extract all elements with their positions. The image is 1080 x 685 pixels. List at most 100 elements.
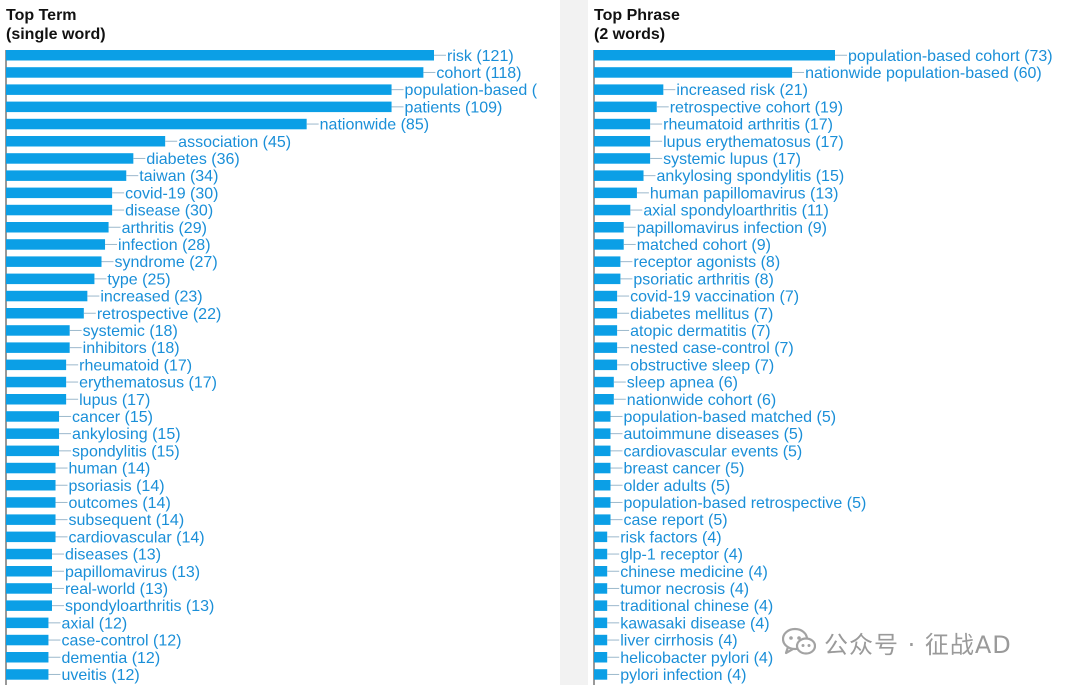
term-bar-label: inhibitors (18) [83, 340, 180, 357]
term-bar-label: spondyloarthritis (13) [65, 598, 214, 615]
phrase-bar-label: pylori infection (4) [620, 667, 746, 684]
phrase-bar [594, 652, 608, 663]
watermark: 公众号 · 征战AD [782, 622, 1012, 662]
term-bar [6, 273, 95, 285]
term-bar-label: ankylosing (15) [72, 426, 181, 443]
phrase-bar [594, 290, 618, 302]
term-bar-label: dementia (12) [61, 650, 160, 667]
term-bar-label: taiwan (34) [139, 168, 218, 185]
phrase-bar-label: nationwide cohort (6) [627, 392, 776, 409]
term-bar [6, 153, 134, 164]
term-bar [6, 634, 49, 646]
phrase-bar-label: human papillomavirus (13) [650, 185, 839, 202]
term-bar [6, 583, 52, 594]
phrase-bar [594, 514, 611, 525]
top-term-chart-title: Top Term (single word) [6, 6, 106, 44]
term-bar [6, 428, 60, 439]
term-bar-label: uveitis (12) [61, 667, 139, 684]
term-bar-label: lupus (17) [79, 392, 150, 409]
phrase-bar-label: rheumatoid arthritis (17) [663, 117, 833, 134]
term-bar-label: psoriasis (14) [69, 478, 165, 495]
phrase-bar-label: receptor agonists (8) [633, 254, 780, 271]
phrase-bar-label: population-based matched (5) [624, 409, 837, 426]
phrase-bar-label: nested case-control (7) [630, 340, 794, 357]
term-bar [6, 531, 56, 543]
term-bar-label: type (25) [107, 271, 170, 288]
phrase-bar [594, 342, 618, 353]
term-bar [6, 101, 392, 113]
term-bar-label: real-world (13) [65, 581, 168, 598]
phrase-bar [594, 170, 644, 181]
top-phrase-chart-panel: Top Phrase (2 words) population-based co… [588, 0, 1080, 685]
term-bar-label: systemic (18) [83, 323, 178, 340]
term-bar [6, 411, 60, 422]
phrase-bar [594, 273, 621, 285]
term-bar [6, 136, 166, 147]
term-bar [6, 548, 52, 560]
term-bar [6, 50, 434, 61]
term-bar-label: patients (109) [405, 99, 503, 116]
phrase-bar-label: kawasaki disease (4) [620, 615, 769, 632]
phrase-bar-label: population-based retrospective (5) [624, 495, 867, 512]
term-bar [6, 600, 52, 611]
term-bar-label: case-control (12) [61, 633, 181, 650]
term-bar [6, 84, 392, 95]
term-bar [6, 376, 67, 388]
phrase-bar [594, 325, 618, 336]
phrase-bar [594, 669, 608, 680]
phrase-bar-label: chinese medicine (4) [620, 564, 768, 581]
phrase-bar [594, 222, 624, 233]
term-bar [6, 566, 52, 577]
term-bar [6, 514, 56, 525]
term-bar [6, 325, 70, 336]
phrase-bar [594, 187, 637, 199]
phrase-bar-label: systemic lupus (17) [663, 151, 801, 168]
phrase-bar [594, 480, 611, 491]
phrase-bar [594, 256, 621, 267]
phrase-bar [594, 634, 608, 646]
term-bar [6, 204, 113, 216]
top-phrase-title-line-2: (2 words) [594, 26, 666, 43]
phrase-bar [594, 67, 793, 78]
term-bar [6, 652, 49, 663]
phrase-bar-label: atopic dermatitis (7) [630, 323, 771, 340]
term-bar-label: retrospective (22) [97, 306, 221, 323]
phrase-bar-label: glp-1 receptor (4) [620, 547, 743, 564]
term-bar-label: outcomes (14) [69, 495, 171, 512]
top-term-chart-panel: Top Term (single word) risk (121) cohort … [5, 6, 538, 685]
term-bar [6, 462, 56, 474]
phrase-bar [594, 497, 611, 508]
term-bar-label: rheumatoid (17) [79, 357, 192, 374]
term-bar-label: human (14) [69, 461, 151, 478]
term-bar [6, 67, 424, 78]
term-bar [6, 497, 56, 508]
watermark-text: 公众号 · 征战AD [824, 630, 1012, 659]
wechat-icon [782, 627, 816, 655]
term-bar-label: cohort (118) [436, 65, 521, 82]
phrase-bar [594, 583, 608, 594]
phrase-bar [594, 548, 608, 560]
top-phrase-chart-title: Top Phrase (2 words) [594, 6, 680, 44]
term-bar-label: diseases (13) [65, 547, 161, 564]
phrase-bar [594, 531, 608, 543]
phrase-bar [594, 462, 611, 474]
phrase-bar [594, 118, 651, 130]
term-bar [6, 342, 70, 353]
phrase-bar-label: risk factors (4) [620, 529, 721, 546]
top-term-title-line-1: Top Term [6, 7, 77, 24]
panel-divider [560, 0, 588, 685]
term-bar-label: papillomavirus (13) [65, 564, 200, 581]
phrase-bar [594, 50, 835, 61]
term-bar [6, 290, 88, 302]
term-bar-label: cancer (15) [72, 409, 153, 426]
term-bar-label: population-based ( [405, 82, 538, 99]
phrase-bar [594, 359, 618, 371]
term-bar-label: disease (30) [125, 203, 213, 220]
phrase-bar [594, 136, 651, 147]
phrase-bar-label: covid-19 vaccination (7) [630, 289, 799, 306]
term-bar [6, 118, 307, 130]
phrase-bar [594, 84, 664, 95]
phrase-bar-label: sleep apnea (6) [627, 375, 738, 392]
phrase-bar [594, 376, 614, 388]
phrase-bar-label: liver cirrhosis (4) [620, 633, 737, 650]
